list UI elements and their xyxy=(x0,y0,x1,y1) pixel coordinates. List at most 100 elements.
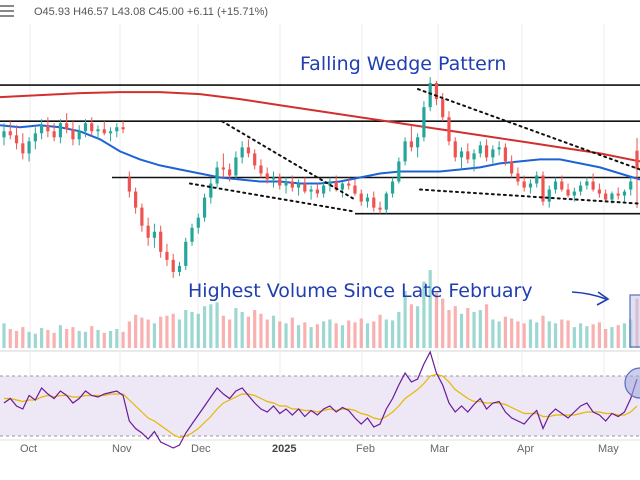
volume-bar xyxy=(115,329,119,348)
candle-body xyxy=(585,181,589,186)
candle-body xyxy=(96,129,100,132)
candle-body xyxy=(115,127,119,132)
x-tick-label: Nov xyxy=(112,443,132,455)
volume-bar xyxy=(510,318,514,348)
candle-body xyxy=(516,173,520,182)
moving-average-red xyxy=(0,91,640,163)
volume-bar xyxy=(152,323,157,348)
volume-bar xyxy=(134,314,138,348)
volume-bar xyxy=(503,316,507,348)
candle-body xyxy=(459,151,464,158)
volume-bar xyxy=(416,306,420,348)
candle-body xyxy=(33,133,37,142)
candle-body xyxy=(65,123,69,130)
candle-body xyxy=(478,145,482,154)
candle-body xyxy=(159,231,163,252)
candle-body xyxy=(359,193,363,202)
volume-bar xyxy=(102,332,106,348)
wedge-2-upper-line xyxy=(417,88,640,171)
volume-bar xyxy=(127,321,131,348)
volume-bar xyxy=(165,315,169,348)
candle-body xyxy=(491,149,495,158)
candle-body xyxy=(428,83,432,108)
candle-body xyxy=(553,181,558,190)
volume-bar xyxy=(77,330,81,348)
volume-bar xyxy=(560,319,564,348)
candle-body xyxy=(334,181,338,190)
candle-body xyxy=(497,147,501,150)
volume-highlight-box xyxy=(629,294,640,348)
volume-bar xyxy=(522,323,526,348)
candle-body xyxy=(215,167,219,184)
volume-bar xyxy=(246,316,251,348)
volume-bar xyxy=(253,310,257,348)
candle-body xyxy=(127,177,131,192)
candle-body xyxy=(466,151,470,160)
volume-bar xyxy=(215,302,219,348)
wedge-1-upper-line xyxy=(221,120,356,201)
hamburger-menu-icon[interactable] xyxy=(0,5,14,17)
candle-body xyxy=(547,189,551,202)
candle-body xyxy=(177,265,182,272)
volume-bar xyxy=(328,319,332,348)
volume-bar xyxy=(497,321,501,348)
volume-annotation: Highest Volume Since Late February xyxy=(188,280,533,302)
x-tick-label: 2025 xyxy=(272,443,296,455)
rsi-line xyxy=(3,350,638,449)
candle-body xyxy=(108,131,113,134)
candle-body xyxy=(246,147,251,154)
candle-body xyxy=(202,197,207,218)
volume-bar xyxy=(96,329,100,348)
volume-bar xyxy=(177,319,182,348)
volume-bar xyxy=(322,321,326,348)
x-tick-label: Dec xyxy=(191,443,211,455)
candle-body xyxy=(228,169,232,176)
wedge-1-lower-line xyxy=(189,182,356,213)
volume-bar xyxy=(547,321,551,348)
volume-bar xyxy=(184,310,188,348)
wedge-annotation: Falling Wedge Pattern xyxy=(300,53,506,75)
candle-body xyxy=(422,107,426,138)
candle-body xyxy=(472,153,476,160)
candle-body xyxy=(629,181,633,190)
volume-bar xyxy=(196,313,200,348)
volume-bar xyxy=(140,317,144,348)
candle-body xyxy=(140,207,144,226)
volume-bar xyxy=(541,315,545,348)
volume-bar xyxy=(466,308,470,348)
volume-bar xyxy=(146,319,150,348)
candle-body xyxy=(52,131,56,138)
rsi-highlight-circle xyxy=(624,367,640,399)
candle-body xyxy=(102,129,106,134)
candle-body xyxy=(566,189,570,196)
candle-body xyxy=(290,181,294,188)
candle-body xyxy=(447,117,451,142)
candle-body xyxy=(484,145,489,158)
candle-body xyxy=(196,217,200,228)
volume-bar xyxy=(209,304,213,348)
candle-body xyxy=(184,241,188,266)
volume-bar xyxy=(472,311,476,348)
candle-body xyxy=(616,193,620,196)
candle-body xyxy=(535,175,539,184)
volume-bar xyxy=(372,321,376,348)
volume-bar xyxy=(403,291,407,348)
candle-body xyxy=(77,131,81,140)
candle-body xyxy=(58,123,63,138)
candle-body xyxy=(453,141,457,158)
volume-bar xyxy=(409,304,413,348)
volume-bar xyxy=(234,308,238,348)
ohlc-readout: O45.93 H46.57 L43.08 C45.00 +6.11 (+15.7… xyxy=(34,6,268,18)
volume-bar xyxy=(397,311,401,348)
volume-bar xyxy=(484,304,489,348)
candle-body xyxy=(21,143,25,154)
candle-body xyxy=(403,141,407,162)
candle-body xyxy=(416,137,420,148)
price-level-lines xyxy=(0,84,640,215)
candle-body xyxy=(409,141,413,148)
candle-body xyxy=(234,157,238,176)
volume-bar xyxy=(597,322,601,348)
candle-body xyxy=(635,150,639,170)
